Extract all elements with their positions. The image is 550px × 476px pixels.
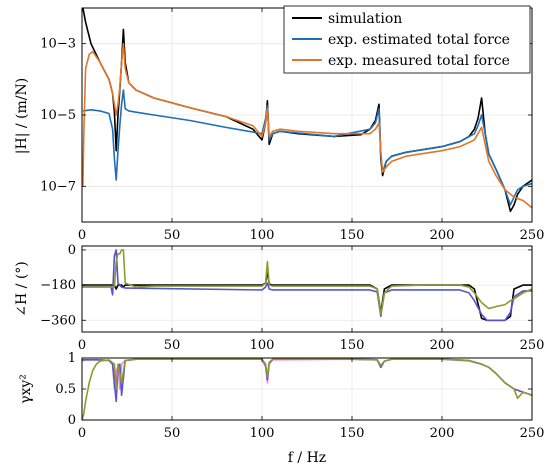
x-tick-label: 200 [430,228,455,243]
phase-ticks: 0 50 100 150 200 250 0 −180 −360 [40,243,544,353]
series-line-0 [82,270,532,322]
coherence-ylabel: γxy² [18,374,34,404]
phase-lines [82,249,532,322]
x-tick-label: 50 [164,426,181,441]
coherence-panel: 0 50 100 150 200 250 0 0.5 1 γxy² f / Hz [18,351,544,466]
x-tick-label: 100 [250,338,275,353]
coherence-ticks: 0 50 100 150 200 250 0 0.5 1 [55,351,544,441]
x-tick-label: 0 [78,426,86,441]
y-tick-label: 0.5 [55,382,76,397]
series-line-1 [82,89,532,206]
legend-label-simulation: simulation [328,11,402,27]
x-tick-label: 250 [520,338,545,353]
x-tick-label: 150 [340,338,365,353]
x-tick-label: 100 [250,426,275,441]
x-tick-label: 50 [164,338,181,353]
x-tick-label: 0 [78,338,86,353]
series-line-2 [82,42,532,209]
y-tick-label: −180 [40,278,76,293]
coherence-xlabel: f / Hz [288,450,326,466]
phase-frame [81,245,533,333]
coherence-lines [82,358,532,420]
y-tick-label: 10−3 [40,37,76,52]
magnitude-panel: 0 50 100 150 200 250 10−7 10−5 10−3 |H| / (m/N) [14,7,545,243]
legend: simulation exp. estimated total force ex… [283,5,531,74]
y-tick-label: 10−7 [40,179,76,194]
x-tick-label: 50 [164,228,181,243]
x-tick-label: 150 [340,228,365,243]
y-tick-label: 10−5 [40,108,76,123]
series-line-1 [82,358,532,403]
y-tick-label: 0 [68,413,76,428]
coherence-grid [81,357,533,421]
x-tick-label: 200 [430,338,455,353]
legend-box [283,5,531,74]
x-tick-label: 150 [340,426,365,441]
y-tick-label: −360 [40,313,76,328]
phase-panel: 0 50 100 150 200 250 0 −180 −360 ∠H / (°) [14,243,544,353]
magnitude-ylabel: |H| / (m/N) [14,78,30,154]
series-line-2 [82,249,532,316]
phase-ylabel: ∠H / (°) [14,261,30,316]
series-line-0 [82,358,532,396]
x-tick-label: 100 [250,228,275,243]
magnitude-lines [82,8,532,213]
x-tick-label: 250 [520,426,545,441]
legend-label-estimated: exp. estimated total force [328,32,510,48]
y-tick-label: 1 [68,351,76,366]
y-tick-label: 0 [68,243,76,258]
x-tick-label: 0 [78,228,86,243]
coherence-frame [81,357,533,421]
series-line-2 [82,358,532,420]
x-tick-label: 200 [430,426,455,441]
legend-label-measured: exp. measured total force [328,53,510,69]
series-line-1 [82,249,532,322]
x-tick-label: 250 [520,228,545,243]
